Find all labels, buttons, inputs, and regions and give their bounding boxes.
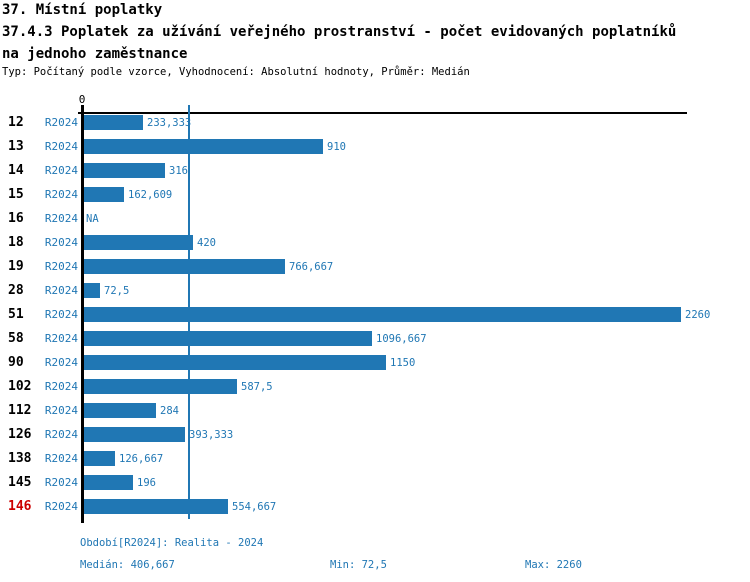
row-category-label: 18 <box>8 235 24 250</box>
value-label: 554,667 <box>232 501 277 513</box>
row-series-label: R2024 <box>44 284 78 297</box>
value-bar <box>84 499 228 514</box>
chart-row: 90 R2024 1150 <box>0 351 750 375</box>
chart-row: 18 R2024 420 <box>0 231 750 255</box>
row-category-label: 126 <box>8 427 32 442</box>
report-meta-line: Typ: Počítaný podle vzorce, Vyhodnocení:… <box>2 66 470 78</box>
chart-row: 12 R2024 233,333 <box>0 111 750 135</box>
median-stat: Medián: 406,667 <box>80 559 175 571</box>
chart-row: 146 R2024 554,667 <box>0 495 750 519</box>
value-bar <box>84 139 323 154</box>
value-bar <box>84 187 124 202</box>
row-series-label: R2024 <box>44 140 78 153</box>
chart-row: 16 R2024 NA <box>0 207 750 231</box>
chart-row: 112 R2024 284 <box>0 399 750 423</box>
row-series-label: R2024 <box>44 428 78 441</box>
value-label: 1096,667 <box>376 333 427 345</box>
row-series-label: R2024 <box>44 164 78 177</box>
value-label: 126,667 <box>119 453 164 465</box>
value-bar <box>84 427 185 442</box>
value-label: 284 <box>160 405 179 417</box>
row-series-label: R2024 <box>44 308 78 321</box>
chart-row: 102 R2024 587,5 <box>0 375 750 399</box>
value-bar <box>84 259 285 274</box>
chart-row: 145 R2024 196 <box>0 471 750 495</box>
value-bar <box>84 451 115 466</box>
value-label: 72,5 <box>104 285 130 297</box>
row-series-label: R2024 <box>44 356 78 369</box>
row-series-label: R2024 <box>44 332 78 345</box>
row-series-label: R2024 <box>44 260 78 273</box>
row-category-label: 14 <box>8 163 24 178</box>
value-label: 2260 <box>685 309 711 321</box>
row-category-label: 112 <box>8 403 32 418</box>
row-category-label: 28 <box>8 283 24 298</box>
row-series-label: R2024 <box>44 212 78 225</box>
value-label: NA <box>86 213 99 225</box>
value-bar <box>84 475 133 490</box>
chart-row: 13 R2024 910 <box>0 135 750 159</box>
value-bar <box>84 331 372 346</box>
row-series-label: R2024 <box>44 116 78 129</box>
period-label: Období[R2024]: Realita - 2024 <box>80 537 264 549</box>
row-series-label: R2024 <box>44 476 78 489</box>
value-bar <box>84 379 237 394</box>
row-category-label: 51 <box>8 307 24 322</box>
chart-row: 19 R2024 766,667 <box>0 255 750 279</box>
row-category-label: 13 <box>8 139 24 154</box>
y-axis-line <box>81 105 84 523</box>
value-label: 910 <box>327 141 346 153</box>
row-series-label: R2024 <box>44 188 78 201</box>
value-bar <box>84 235 193 250</box>
row-category-label: 90 <box>8 355 24 370</box>
value-label: 420 <box>197 237 216 249</box>
value-label: 766,667 <box>289 261 334 273</box>
axis-zero-tick-label: 0 <box>78 93 86 106</box>
report-subtitle-line2: na jednoho zaměstnance <box>2 46 188 62</box>
row-category-label: 16 <box>8 211 24 226</box>
row-category-label: 19 <box>8 259 24 274</box>
row-series-label: R2024 <box>44 404 78 417</box>
value-label: 196 <box>137 477 156 489</box>
row-category-label: 145 <box>8 475 32 490</box>
value-bar <box>84 307 681 322</box>
row-series-label: R2024 <box>44 380 78 393</box>
value-bar <box>84 355 386 370</box>
value-label: 587,5 <box>241 381 273 393</box>
row-series-label: R2024 <box>44 500 78 513</box>
row-category-label: 58 <box>8 331 24 346</box>
row-category-label: 138 <box>8 451 32 466</box>
value-label: 1150 <box>390 357 416 369</box>
max-stat: Max: 2260 <box>525 559 582 571</box>
row-series-label: R2024 <box>44 236 78 249</box>
min-stat: Min: 72,5 <box>330 559 387 571</box>
value-bar <box>84 403 156 418</box>
x-axis-line <box>78 112 687 114</box>
chart-row: 14 R2024 316 <box>0 159 750 183</box>
chart-row: 15 R2024 162,609 <box>0 183 750 207</box>
chart-row: 138 R2024 126,667 <box>0 447 750 471</box>
report-subtitle-line1: 37.4.3 Poplatek za užívání veřejného pro… <box>2 24 677 40</box>
value-bar <box>84 163 165 178</box>
chart-row: 126 R2024 393,333 <box>0 423 750 447</box>
row-series-label: R2024 <box>44 452 78 465</box>
report-title: 37. Místní poplatky <box>2 2 163 18</box>
value-label: 233,333 <box>147 117 192 129</box>
value-bar <box>84 115 143 130</box>
value-bar <box>84 283 100 298</box>
row-category-label: 102 <box>8 379 32 394</box>
chart-row: 28 R2024 72,5 <box>0 279 750 303</box>
value-label: 162,609 <box>128 189 173 201</box>
value-label: 316 <box>169 165 188 177</box>
chart-row: 58 R2024 1096,667 <box>0 327 750 351</box>
value-label: 393,333 <box>189 429 234 441</box>
row-category-label: 12 <box>8 115 24 130</box>
chart-row: 51 R2024 2260 <box>0 303 750 327</box>
row-category-label: 15 <box>8 187 24 202</box>
row-category-label: 146 <box>8 499 32 514</box>
